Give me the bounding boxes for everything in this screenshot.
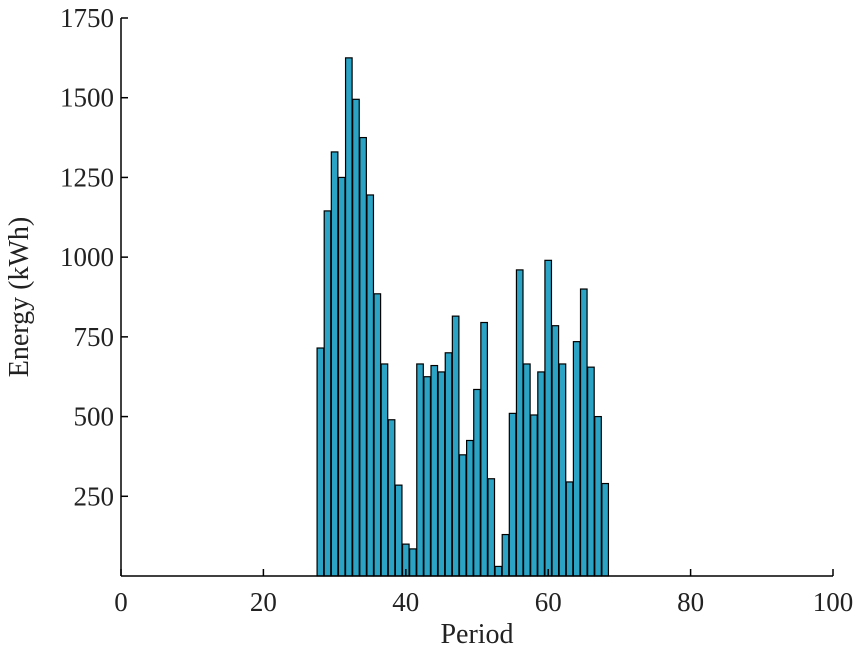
bar-period-52 xyxy=(487,478,496,577)
bar-period-29 xyxy=(323,210,332,577)
bar-period-36 xyxy=(373,293,382,577)
bar-period-33 xyxy=(352,98,360,577)
y-axis-label: Energy (kWh) xyxy=(4,217,35,377)
bar-period-48 xyxy=(458,454,467,577)
bar-period-31 xyxy=(337,176,346,577)
axes-layer xyxy=(120,18,833,577)
bar-period-38 xyxy=(387,419,396,577)
x-axis-label: Period xyxy=(440,619,513,650)
bar-period-66 xyxy=(587,366,595,577)
bar-period-39 xyxy=(394,484,403,577)
bar-period-61 xyxy=(551,325,560,577)
x-tick-label-60: 60 xyxy=(535,587,562,617)
bar-period-53 xyxy=(494,565,503,577)
y-tick-label-750: 750 xyxy=(74,322,115,352)
bar-period-57 xyxy=(522,363,531,577)
bar-period-47 xyxy=(451,315,460,577)
bar-period-32 xyxy=(344,57,353,577)
y-tick-label-1250: 1250 xyxy=(60,162,114,192)
bar-period-44 xyxy=(430,364,439,577)
bar-period-55 xyxy=(508,412,517,577)
ticks-layer: 0 20 40 60 80 100 250 500 750 1000 1250 1500 1750 xyxy=(60,3,853,617)
bar-period-50 xyxy=(473,388,481,577)
bar-period-64 xyxy=(572,341,581,577)
bar-period-35 xyxy=(366,194,375,577)
bar-period-59 xyxy=(537,371,545,577)
bar-period-63 xyxy=(565,481,574,577)
bar-period-46 xyxy=(444,352,453,577)
x-tick-label-100: 100 xyxy=(813,587,854,617)
bar-period-37 xyxy=(380,363,389,577)
bar-period-30 xyxy=(330,151,339,577)
bar-period-67 xyxy=(594,415,602,577)
bar-period-49 xyxy=(466,439,474,577)
bar-period-28 xyxy=(316,347,325,577)
bar-period-45 xyxy=(437,371,446,577)
bar-period-65 xyxy=(579,288,588,577)
bar-period-68 xyxy=(601,482,610,577)
bar-period-56 xyxy=(515,269,524,577)
y-tick-label-1500: 1500 xyxy=(60,83,114,113)
bar-period-41 xyxy=(409,548,417,577)
x-tick-label-20: 20 xyxy=(250,587,277,617)
y-tick-label-500: 500 xyxy=(74,402,115,432)
bar-period-43 xyxy=(423,376,432,577)
bars-layer xyxy=(316,57,610,577)
bar-period-60 xyxy=(544,259,553,577)
bar-period-62 xyxy=(558,363,567,577)
bar-period-58 xyxy=(530,414,538,577)
x-tick-label-80: 80 xyxy=(677,587,704,617)
bar-period-51 xyxy=(480,321,488,577)
x-tick-label-40: 40 xyxy=(392,587,419,617)
y-tick-label-1750: 1750 xyxy=(60,3,114,33)
bar-period-42 xyxy=(416,363,424,577)
x-tick-label-0: 0 xyxy=(114,587,128,617)
y-tick-label-1000: 1000 xyxy=(60,242,114,272)
bar-period-34 xyxy=(359,136,367,577)
y-tick-label-250: 250 xyxy=(74,481,115,511)
bar-period-54 xyxy=(501,533,510,577)
